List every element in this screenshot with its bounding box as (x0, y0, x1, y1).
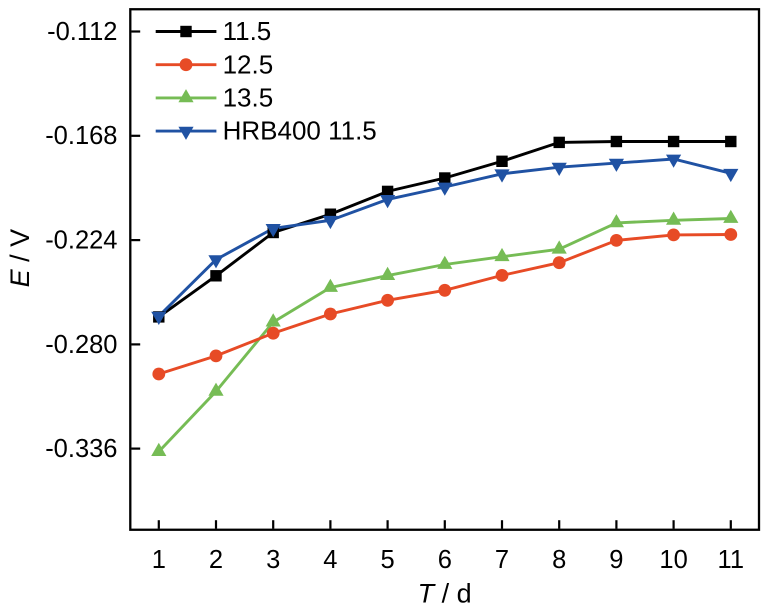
svg-text:6: 6 (438, 546, 452, 574)
svg-text:3: 3 (266, 546, 280, 574)
svg-text:-0.224: -0.224 (45, 227, 117, 255)
svg-text:-0.336: -0.336 (45, 435, 117, 463)
svg-text:-0.112: -0.112 (47, 18, 117, 46)
svg-text:-0.168: -0.168 (45, 122, 117, 150)
svg-text:13.5: 13.5 (223, 83, 274, 113)
svg-text:E / V: E / V (5, 229, 35, 288)
svg-text:HRB400 11.5: HRB400 11.5 (223, 116, 377, 146)
svg-text:2: 2 (209, 546, 223, 574)
svg-text:11: 11 (718, 546, 744, 574)
svg-text:5: 5 (381, 546, 395, 574)
svg-text:-0.280: -0.280 (45, 331, 117, 359)
svg-text:11.5: 11.5 (223, 16, 272, 46)
svg-text:7: 7 (495, 546, 509, 574)
svg-text:9: 9 (609, 546, 623, 574)
svg-text:4: 4 (323, 546, 337, 574)
svg-text:1: 1 (152, 546, 166, 574)
svg-text:12.5: 12.5 (223, 49, 274, 79)
svg-text:T / d: T / d (418, 579, 472, 609)
svg-text:8: 8 (552, 546, 566, 574)
svg-text:10: 10 (659, 546, 687, 574)
